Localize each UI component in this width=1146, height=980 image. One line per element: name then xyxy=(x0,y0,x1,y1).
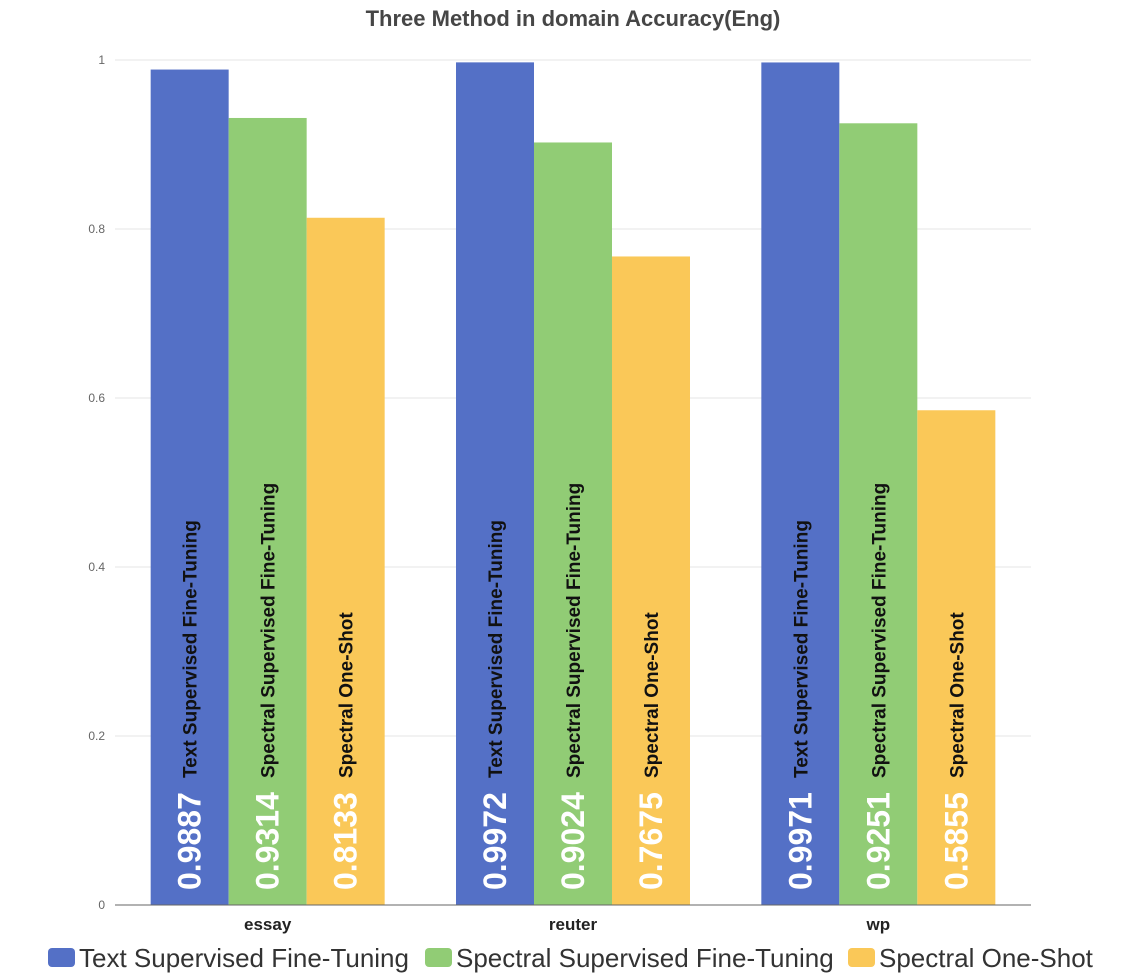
bar-value-label: 0.9972 xyxy=(477,792,513,890)
bar-value-label: 0.9251 xyxy=(860,792,896,890)
bar-series-label: Spectral One-Shot xyxy=(642,612,663,778)
legend-item[interactable]: Spectral Supervised Fine-Tuning xyxy=(425,943,834,973)
bar-series-label: Spectral One-Shot xyxy=(337,612,358,778)
bar[interactable] xyxy=(761,62,840,905)
legend-label: Spectral Supervised Fine-Tuning xyxy=(456,943,834,973)
bar[interactable] xyxy=(306,217,385,906)
axis-layer: 0 0.2 0.4 0.6 0.8 1 essay reuter wp xyxy=(88,53,1031,934)
chart-title: Three Method in domain Accuracy(Eng) xyxy=(366,6,781,31)
bar-value-label: 0.9024 xyxy=(555,792,591,890)
x-tick-label: wp xyxy=(866,915,891,934)
bar[interactable] xyxy=(917,410,996,905)
bar-series-label: Spectral Supervised Fine-Tuning xyxy=(259,483,280,778)
bar-series-label: Text Supervised Fine-Tuning xyxy=(791,520,812,778)
x-tick-label: reuter xyxy=(549,915,598,934)
bar-value-label: 0.7675 xyxy=(633,792,669,890)
bar-series-label: Text Supervised Fine-Tuning xyxy=(181,520,202,778)
y-tick-label: 0.2 xyxy=(88,729,105,743)
y-tick-label: 0.4 xyxy=(88,560,105,574)
legend-item[interactable]: Text Supervised Fine-Tuning xyxy=(48,943,409,973)
bar-value-label: 0.8133 xyxy=(328,792,364,890)
legend-swatch xyxy=(48,948,75,967)
y-tick-label: 0.8 xyxy=(88,222,105,236)
bar[interactable] xyxy=(839,123,918,905)
legend-label: Text Supervised Fine-Tuning xyxy=(79,943,409,973)
legend-swatch xyxy=(425,948,452,967)
bar-value-label: 0.9971 xyxy=(782,792,818,890)
bar-series-label: Spectral Supervised Fine-Tuning xyxy=(564,483,585,778)
bar[interactable] xyxy=(228,117,307,906)
bar-series-label: Spectral Supervised Fine-Tuning xyxy=(869,483,890,778)
bar[interactable] xyxy=(534,142,612,906)
bar[interactable] xyxy=(612,256,690,905)
bar-series-label: Spectral One-Shot xyxy=(947,612,968,778)
y-tick-label: 1 xyxy=(98,53,105,67)
bar[interactable] xyxy=(150,69,229,905)
bar-value-label: 0.9887 xyxy=(172,792,208,890)
legend-swatch xyxy=(848,948,875,967)
bar-value-label: 0.9314 xyxy=(250,792,286,890)
y-tick-label: 0.6 xyxy=(88,391,105,405)
bar-series-label: Text Supervised Fine-Tuning xyxy=(486,520,507,778)
bars-layer: Text Supervised Fine-Tuning 0.9887 Spectra… xyxy=(150,62,996,906)
y-tick-label: 0 xyxy=(98,898,105,912)
bar[interactable] xyxy=(456,62,534,905)
legend[interactable]: Text Supervised Fine-Tuning Spectral Supe… xyxy=(48,943,1094,973)
legend-label: Spectral One-Shot xyxy=(879,943,1094,973)
bar-value-label: 0.5855 xyxy=(938,792,974,890)
legend-item[interactable]: Spectral One-Shot xyxy=(848,943,1094,973)
x-tick-label: essay xyxy=(244,915,292,934)
